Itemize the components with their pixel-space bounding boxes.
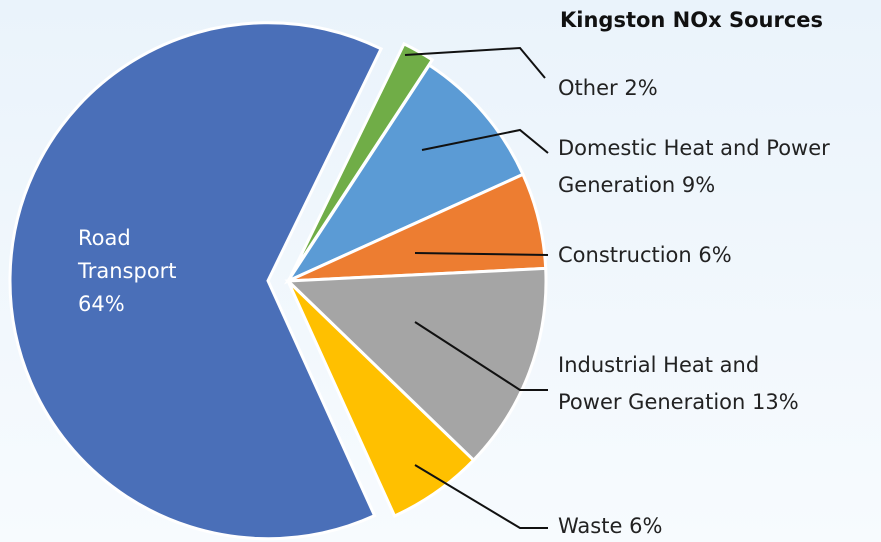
- slice-label: Construction 6%: [558, 237, 858, 274]
- value-label: 13%: [752, 390, 799, 414]
- leader-line: [421, 128, 549, 154]
- slice-label: Other 2%: [558, 70, 858, 107]
- slice-label: Road Transport 64%: [78, 222, 198, 321]
- pie-slice: [283, 63, 525, 285]
- leader-line: [414, 252, 549, 256]
- category-name: Waste: [558, 514, 623, 538]
- pie-slice: [284, 266, 548, 463]
- category-name: Domestic Heat and Power Generation: [558, 136, 830, 197]
- slice-label: Waste 6%: [558, 508, 858, 542]
- pie-slice: [8, 21, 384, 541]
- category-name: Industrial Heat and Power Generation: [558, 353, 760, 414]
- leader-line: [414, 321, 548, 391]
- pie-slice: [286, 279, 476, 518]
- slice-label: Domestic Heat and Power Generation 9%: [558, 130, 876, 204]
- value-label: 2%: [624, 76, 658, 100]
- value-label: 9%: [681, 173, 716, 197]
- category-name: Other: [558, 76, 618, 100]
- value-label: 6%: [629, 514, 663, 538]
- leader-line: [414, 464, 548, 529]
- slice-label: Industrial Heat and Power Generation 13%: [558, 347, 808, 421]
- value-label: 6%: [698, 243, 732, 267]
- category-name: Construction: [558, 243, 692, 267]
- pie-slice: [289, 41, 435, 277]
- value-label: 64%: [78, 292, 125, 316]
- chart-title: Kingston NOx Sources: [560, 8, 824, 32]
- leader-line: [404, 46, 546, 79]
- category-name: Road Transport: [78, 226, 177, 283]
